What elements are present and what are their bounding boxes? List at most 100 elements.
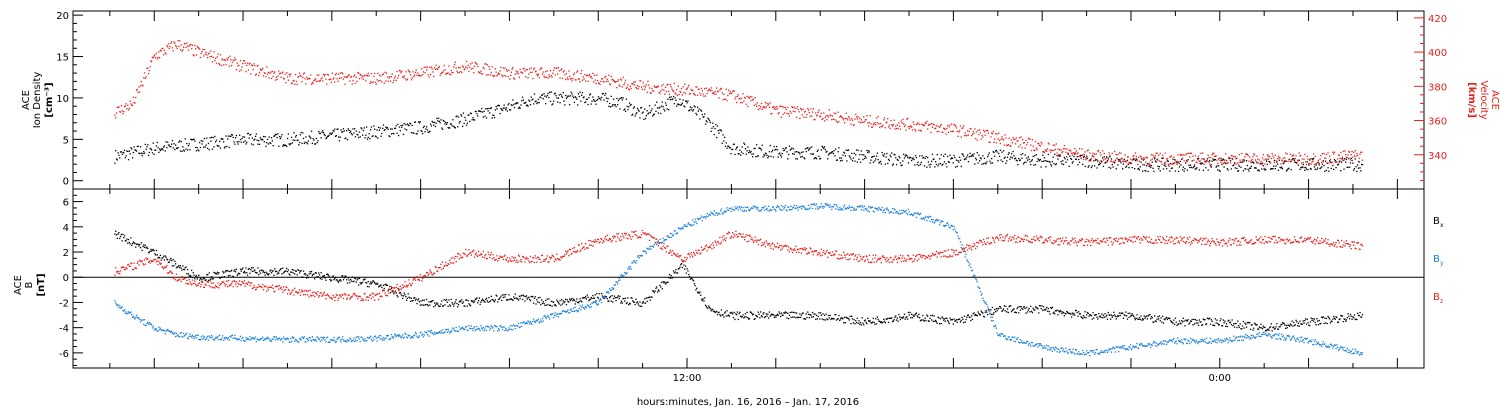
ion-density-series-point: [1205, 167, 1207, 169]
bx-series-point: [1303, 322, 1305, 324]
bx-series-point: [167, 261, 170, 263]
ion-density-series-point: [991, 157, 993, 160]
ion-density-series-point: [843, 151, 845, 153]
bx-series-point: [963, 321, 965, 324]
bx-series-point: [711, 308, 713, 310]
bx-series-point: [1028, 307, 1030, 310]
bx-series-point: [462, 301, 464, 303]
velocity-series-point: [575, 79, 577, 81]
ion-density-series-point: [1038, 160, 1041, 162]
bx-series-point: [1079, 313, 1081, 315]
velocity-series-point: [324, 74, 326, 76]
ion-density-series-point: [1071, 162, 1073, 164]
velocity-series-point: [1219, 159, 1221, 162]
velocity-series-point: [1180, 154, 1182, 157]
velocity-series-point: [1324, 157, 1326, 159]
bx-series-point: [505, 293, 507, 296]
velocity-series-point: [923, 125, 925, 127]
bx-series-point: [397, 296, 399, 298]
ion-density-series-point: [907, 162, 910, 164]
velocity-series-point: [613, 80, 615, 82]
ion-density-series-point: [951, 157, 954, 159]
bx-series-point: [1179, 322, 1181, 324]
by-series-point: [168, 330, 170, 333]
bx-series-point: [882, 321, 884, 323]
bx-series-point: [1196, 319, 1198, 322]
by-series-point: [156, 330, 158, 332]
bx-series-point: [885, 318, 887, 320]
ion-density-series-point: [1344, 158, 1346, 160]
velocity-series-point: [1214, 155, 1216, 158]
velocity-series-point: [1211, 154, 1213, 156]
bx-series-point: [1245, 326, 1248, 328]
bx-series-point: [900, 317, 902, 319]
velocity-series-point: [354, 74, 356, 76]
bx-series-point: [242, 267, 244, 269]
velocity-series-point: [858, 121, 860, 123]
bx-series-point: [1034, 309, 1036, 311]
velocity-series-point: [1143, 158, 1145, 160]
velocity-series-point: [679, 90, 681, 92]
bx-series-point: [1349, 318, 1351, 320]
ion-density-series-point: [1138, 169, 1141, 171]
velocity-series-point: [923, 124, 926, 126]
velocity-series-point: [600, 80, 602, 83]
velocity-series-point: [946, 127, 948, 130]
bx-series-point: [1003, 305, 1005, 307]
velocity-series-point: [774, 106, 776, 108]
bx-series-point: [389, 285, 391, 288]
ion-density-series-point: [404, 128, 406, 130]
velocity-series-point: [1106, 161, 1108, 163]
bx-series-point: [768, 317, 770, 319]
ion-density-series-point: [545, 96, 548, 98]
bx-series-point: [652, 290, 655, 292]
bx-series-point: [405, 296, 407, 298]
ion-density-series-point: [650, 110, 652, 112]
bx-series-point: [572, 300, 574, 302]
bx-series-point: [620, 300, 623, 302]
velocity-series-point: [1007, 144, 1009, 146]
ion-density-series-point: [754, 147, 756, 149]
velocity-series-point: [243, 60, 245, 62]
bx-series-point: [672, 276, 674, 279]
velocity-series-point: [913, 123, 915, 125]
ion-density-series-point: [685, 100, 687, 102]
velocity-series-point: [918, 129, 920, 131]
velocity-series-point: [1296, 162, 1298, 165]
bx-series-point: [744, 313, 747, 315]
velocity-series-point: [840, 116, 842, 118]
ion-density-series-point: [1355, 166, 1357, 168]
velocity-series-point: [196, 45, 198, 48]
velocity-series-point: [1042, 151, 1044, 153]
velocity-series-point: [1076, 153, 1078, 155]
ion-density-series-point: [176, 147, 178, 150]
velocity-series-point: [1019, 144, 1021, 146]
velocity-series-point: [422, 74, 424, 76]
ion-density-series-point: [669, 98, 671, 101]
velocity-series-point: [426, 66, 429, 68]
ion-density-series-point: [696, 106, 699, 108]
ion-density-series-point: [871, 156, 873, 158]
bx-series-point: [486, 300, 488, 302]
bx-series-point: [690, 277, 692, 280]
ion-density-series-point: [815, 157, 817, 159]
bx-series-point: [274, 268, 276, 270]
bx-series-point: [419, 304, 421, 306]
velocity-series-point: [601, 78, 603, 80]
ion-density-series-point: [1318, 164, 1320, 166]
ion-density-series-point: [357, 134, 359, 136]
velocity-series-point: [751, 96, 753, 98]
velocity-series-point: [956, 130, 958, 132]
velocity-series-point: [1026, 144, 1028, 146]
bx-series-point: [781, 314, 783, 316]
bx-series-point: [500, 295, 502, 297]
velocity-series-point: [1231, 155, 1233, 157]
bx-series-point: [853, 319, 855, 321]
ion-density-series-point: [259, 137, 261, 139]
ion-density-series-point: [252, 144, 254, 146]
ion-density-series-point: [135, 149, 137, 151]
velocity-series-point: [166, 44, 168, 47]
velocity-series-point: [1090, 157, 1093, 159]
velocity-series-point: [188, 45, 190, 47]
bx-series-point: [1138, 317, 1141, 319]
